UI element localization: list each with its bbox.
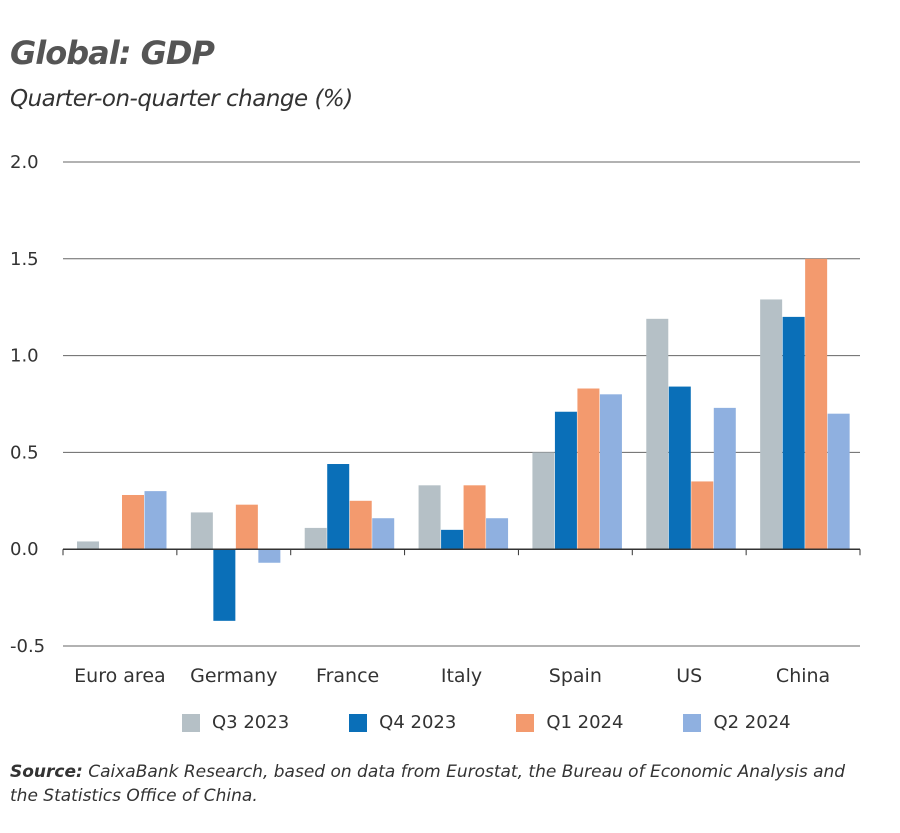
x-tick-label: France [316,665,379,687]
legend-swatch [182,713,200,732]
x-tick-label: US [676,665,702,687]
x-tick-label: China [776,665,830,687]
legend-item: Q1 2024 [516,712,623,733]
chart-title: Global: GDP [10,34,215,72]
bar-q3-2023 [418,485,441,550]
y-tick-label: 0.5 [10,442,39,463]
bar-q4-2023 [327,464,350,550]
x-tick-label: Italy [441,665,482,687]
chart-subtitle: Quarter-on-quarter change (%) [10,86,353,112]
bar-q1-2024 [463,485,486,550]
source-text: CaixaBank Research, based on data from E… [10,762,846,806]
x-tick-label: Spain [549,665,602,687]
source-label: Source: [10,762,83,782]
bar-q3-2023 [532,452,555,550]
legend-label: Q2 2024 [713,712,791,733]
y-tick-label: 1.5 [10,249,39,270]
legend-label: Q4 2023 [379,712,457,733]
bar-q2-2024 [599,394,622,550]
bar-q2-2024 [144,491,167,550]
source-note: Source: CaixaBank Research, based on dat… [10,760,870,808]
x-tick-label: Germany [190,665,277,687]
bar-q2-2024 [372,518,395,550]
bar-q3-2023 [77,541,99,550]
bar-q2-2024 [713,407,736,550]
legend: Q3 2023 Q4 2023 Q1 2024 Q2 2024 [182,712,851,733]
bar-q4-2023 [441,529,464,550]
bar-q1-2024 [122,494,144,550]
bar-q1-2024 [577,388,600,550]
bar-q4-2023 [668,386,691,550]
y-tick-label: 2.0 [10,152,39,173]
legend-item: Q2 2024 [683,712,791,733]
legend-item: Q4 2023 [349,712,456,733]
bar-q1-2024 [805,258,828,550]
bar-q2-2024 [258,549,281,563]
bar-q3-2023 [646,318,669,550]
legend-swatch [516,713,535,732]
bar-chart: 2.0 1.5 1.0 0.5 0.0 -0.5 Euro area Germany Franc… [10,152,861,687]
y-tick-label: 1.0 [10,346,39,367]
bar-q3-2023 [760,299,783,550]
y-tick-label: 0.0 [10,539,39,560]
x-tick-label: Euro area [74,665,165,687]
legend-swatch [349,713,368,732]
bar-q1-2024 [691,481,714,550]
bar-q4-2023 [782,316,805,550]
bar-q1-2024 [235,504,258,550]
legend-item: Q3 2023 [182,712,289,733]
bar-q4-2023 [213,549,236,621]
bar-q2-2024 [486,518,509,550]
bar-q3-2023 [190,512,213,550]
bar-q2-2024 [827,413,850,550]
bar-q4-2023 [554,411,577,550]
bar-q1-2024 [349,500,372,550]
y-tick-label: -0.5 [10,636,45,657]
bar-q3-2023 [304,527,327,550]
legend-swatch [683,713,702,732]
legend-label: Q3 2023 [212,712,290,733]
legend-label: Q1 2024 [546,712,624,733]
